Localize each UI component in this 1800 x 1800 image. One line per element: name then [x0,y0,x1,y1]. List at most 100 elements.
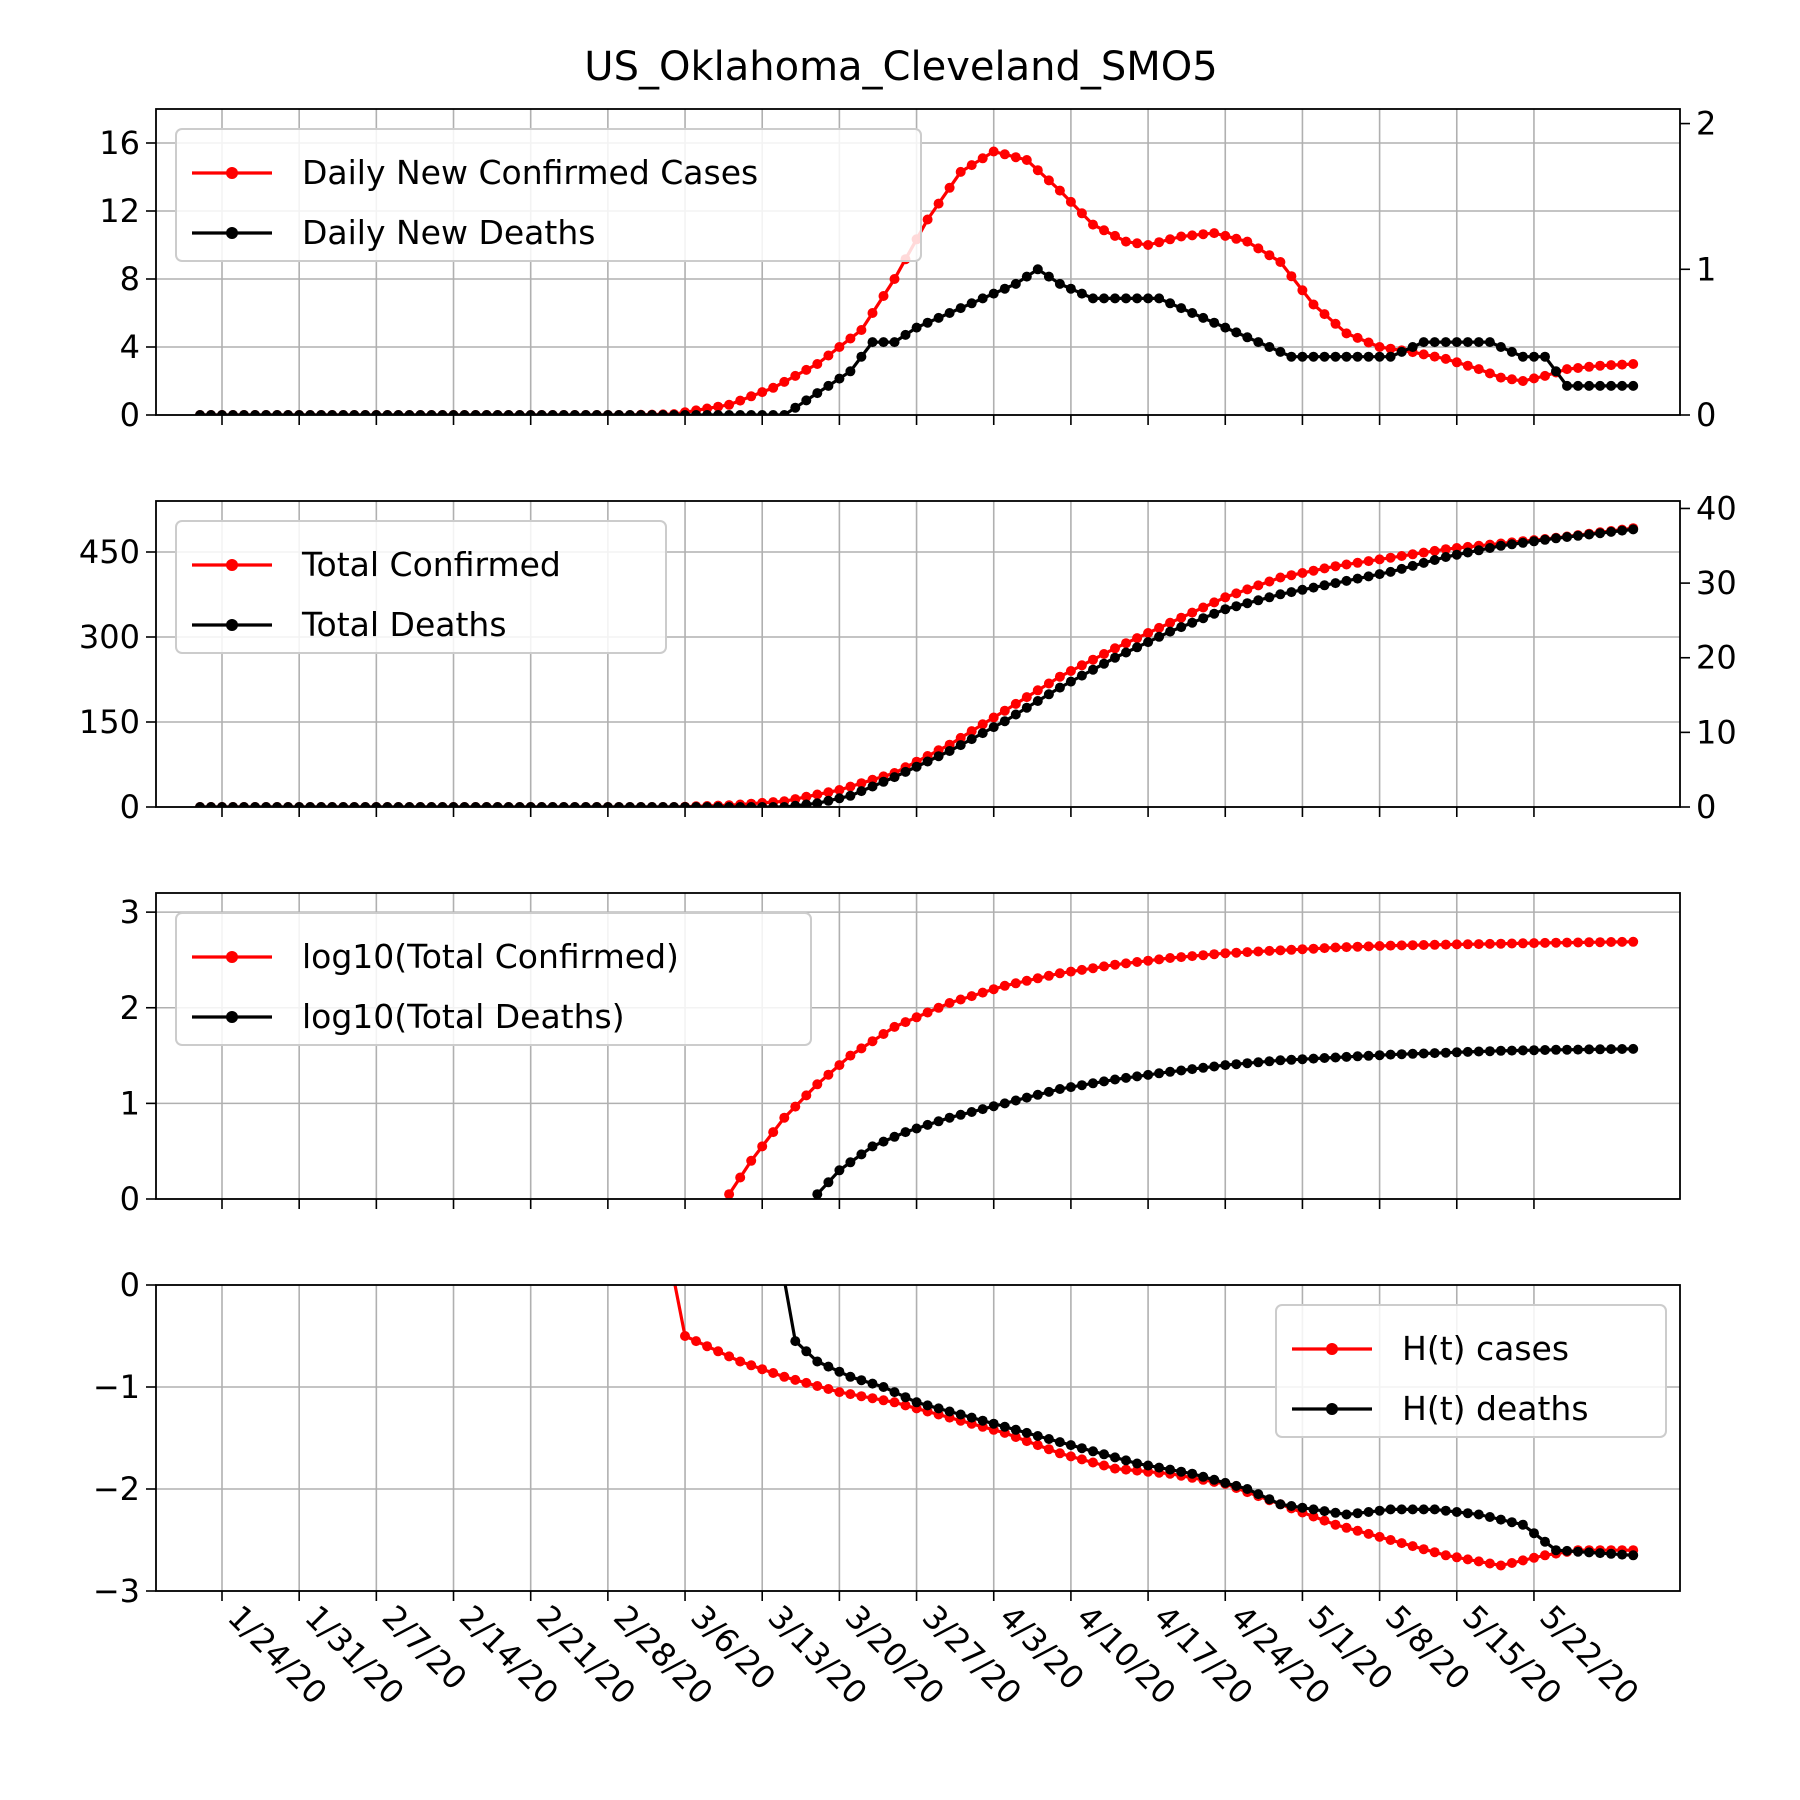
data-point [470,802,481,807]
data-point [1154,1068,1165,1079]
data-point [713,802,724,807]
data-point [1275,257,1286,267]
data-point [1165,234,1176,245]
data-point [1076,208,1087,219]
data-point [1407,342,1418,352]
data-point [1264,342,1275,352]
data-point [1595,1548,1606,1559]
data-point [1396,940,1407,951]
data-point [250,410,261,415]
data-point [558,410,569,415]
data-point [779,410,790,415]
data-point [1551,366,1561,377]
data-point [812,798,823,807]
data-point [845,1157,856,1168]
data-point [1451,357,1462,368]
data-point [1132,957,1143,967]
data-point [492,410,503,415]
y-tick-label: 0 [120,1266,140,1304]
data-point [999,1098,1010,1109]
data-point [1187,617,1198,628]
data-point [889,772,900,783]
data-point [1595,380,1606,391]
legend-swatch-marker [226,167,238,179]
data-point [1484,1046,1495,1057]
data-point [999,1421,1010,1432]
data-point [1032,1089,1043,1100]
data-point [845,333,856,344]
data-point [1495,1560,1506,1571]
data-point [1330,942,1341,953]
data-point [1010,709,1021,720]
data-point [1099,961,1109,972]
data-point [1297,584,1308,595]
data-point [867,308,878,318]
data-point [746,802,757,807]
data-point [1330,1519,1341,1530]
data-point [1562,937,1572,948]
data-point [1121,293,1131,304]
legend-label: log10(Total Deaths) [302,997,625,1036]
legend-item: H(t) cases [1292,1329,1569,1368]
data-point [1628,936,1639,947]
data-point [834,793,845,804]
data-point [1540,351,1550,362]
data-point [1462,1508,1473,1519]
data-point [999,716,1010,727]
data-point [1143,1460,1154,1471]
data-point [1198,1471,1209,1482]
data-point [1176,952,1187,963]
data-point [1088,293,1098,304]
data-point [1076,1080,1087,1091]
data-point [437,802,448,807]
data-point [922,317,933,328]
data-point [1088,219,1098,230]
data-point [1275,589,1286,600]
data-point [1529,1552,1539,1563]
data-point [790,1374,801,1385]
data-point [1099,1460,1109,1471]
data-point [680,410,690,415]
data-point [1562,532,1572,542]
data-point [1286,570,1297,581]
data-point [713,401,724,412]
data-point [1054,1084,1065,1094]
data-point [1584,361,1595,372]
data-point [514,410,525,415]
data-point [834,373,845,384]
data-point [591,410,602,415]
y-tick-label: 0 [120,396,140,434]
y-tick-label: 0 [120,1180,140,1218]
data-point [746,1155,757,1166]
data-point [988,288,999,299]
data-point [702,1341,713,1352]
legend-label: Total Confirmed [301,545,561,584]
data-point [1473,1509,1484,1520]
data-point [1363,1528,1374,1539]
data-point [988,146,999,157]
data-point [1297,944,1308,955]
data-point [1374,351,1385,362]
data-point [867,337,878,348]
data-point [1429,337,1440,348]
data-point [1043,689,1054,700]
data-point [856,1391,867,1402]
data-point [602,802,613,807]
data-point [812,388,823,399]
data-point [1363,1507,1374,1517]
data-point [514,802,525,807]
data-point [1418,547,1429,558]
data-point [1231,588,1242,599]
legend-box [1275,1304,1667,1438]
data-point [1341,351,1352,362]
data-point [1451,1552,1462,1563]
data-point [1187,1468,1198,1479]
data-point [1319,1506,1330,1517]
data-point [1010,1095,1021,1106]
data-point [382,410,393,415]
data-point [955,1109,966,1120]
data-point [757,387,768,398]
data-point [977,719,988,730]
data-point [790,800,801,807]
data-point [834,1366,845,1377]
